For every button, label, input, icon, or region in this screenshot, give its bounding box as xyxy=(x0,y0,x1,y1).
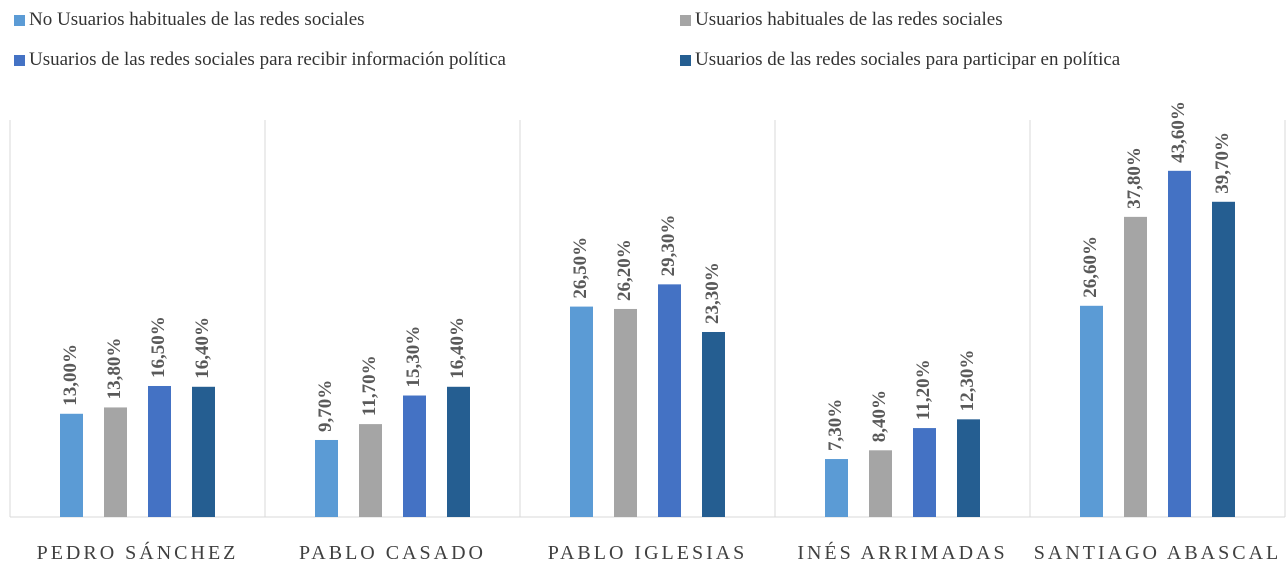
legend-item: Usuarios de las redes sociales para reci… xyxy=(14,49,506,71)
bar xyxy=(1212,201,1235,518)
data-label: 13,00% xyxy=(60,344,81,406)
bar xyxy=(60,413,83,517)
data-label: 15,30% xyxy=(403,326,424,388)
data-label: 37,80% xyxy=(1124,147,1145,209)
legend-label: Usuarios de las redes sociales para part… xyxy=(695,49,1121,70)
data-label: 29,30% xyxy=(658,215,679,277)
data-label: 13,80% xyxy=(104,338,125,400)
bar xyxy=(447,386,470,517)
data-label: 16,40% xyxy=(447,317,468,379)
data-label: 16,40% xyxy=(192,317,213,379)
data-label: 26,60% xyxy=(1080,236,1101,298)
bar xyxy=(1124,216,1147,518)
data-label: 16,50% xyxy=(148,316,169,378)
data-label: 23,30% xyxy=(702,262,723,324)
legend-swatch xyxy=(680,54,691,66)
data-label: 26,20% xyxy=(614,239,635,301)
bar xyxy=(658,284,681,517)
data-label: 8,40% xyxy=(869,390,890,442)
x-tick-label: PEDRO SÁNCHEZ xyxy=(36,542,239,564)
x-tick-label: PABLO IGLESIAS xyxy=(547,542,748,564)
bar xyxy=(614,308,637,517)
bar xyxy=(1080,305,1103,517)
bar xyxy=(825,459,848,517)
x-tick-label: SANTIAGO ABASCAL xyxy=(1033,542,1282,564)
data-label: 26,50% xyxy=(570,237,591,299)
bar xyxy=(192,386,215,517)
legend-label: Usuarios de las redes sociales para reci… xyxy=(29,49,506,70)
bar xyxy=(913,428,936,517)
bar xyxy=(570,306,593,517)
legend-swatch xyxy=(14,14,25,26)
data-label: 12,30% xyxy=(957,350,978,412)
legend-swatch xyxy=(680,14,691,26)
legend-label: No Usuarios habituales de las redes soci… xyxy=(29,9,365,30)
legend-swatch xyxy=(14,54,25,66)
legend-label: Usuarios habituales de las redes sociale… xyxy=(695,9,1003,30)
legend-item: Usuarios habituales de las redes sociale… xyxy=(680,9,1003,31)
data-label: 39,70% xyxy=(1212,132,1233,194)
data-label: 9,70% xyxy=(315,380,336,432)
data-label: 7,30% xyxy=(825,399,846,451)
data-label: 11,70% xyxy=(359,355,380,416)
bar xyxy=(403,395,426,517)
bar xyxy=(315,439,338,517)
legend-item: Usuarios de las redes sociales para part… xyxy=(680,49,1120,71)
bar xyxy=(359,424,382,517)
data-label: 43,60% xyxy=(1168,101,1189,163)
legend-item: No Usuarios habituales de las redes soci… xyxy=(14,9,365,31)
bar xyxy=(1168,170,1191,518)
bar xyxy=(104,407,127,517)
x-tick-label: INÉS ARRIMADAS xyxy=(797,542,1008,564)
bar xyxy=(957,419,980,517)
bar xyxy=(869,450,892,517)
x-tick-label: PABLO CASADO xyxy=(299,542,486,564)
bar xyxy=(702,331,725,517)
bar xyxy=(148,385,171,517)
data-label: 11,20% xyxy=(913,359,934,420)
